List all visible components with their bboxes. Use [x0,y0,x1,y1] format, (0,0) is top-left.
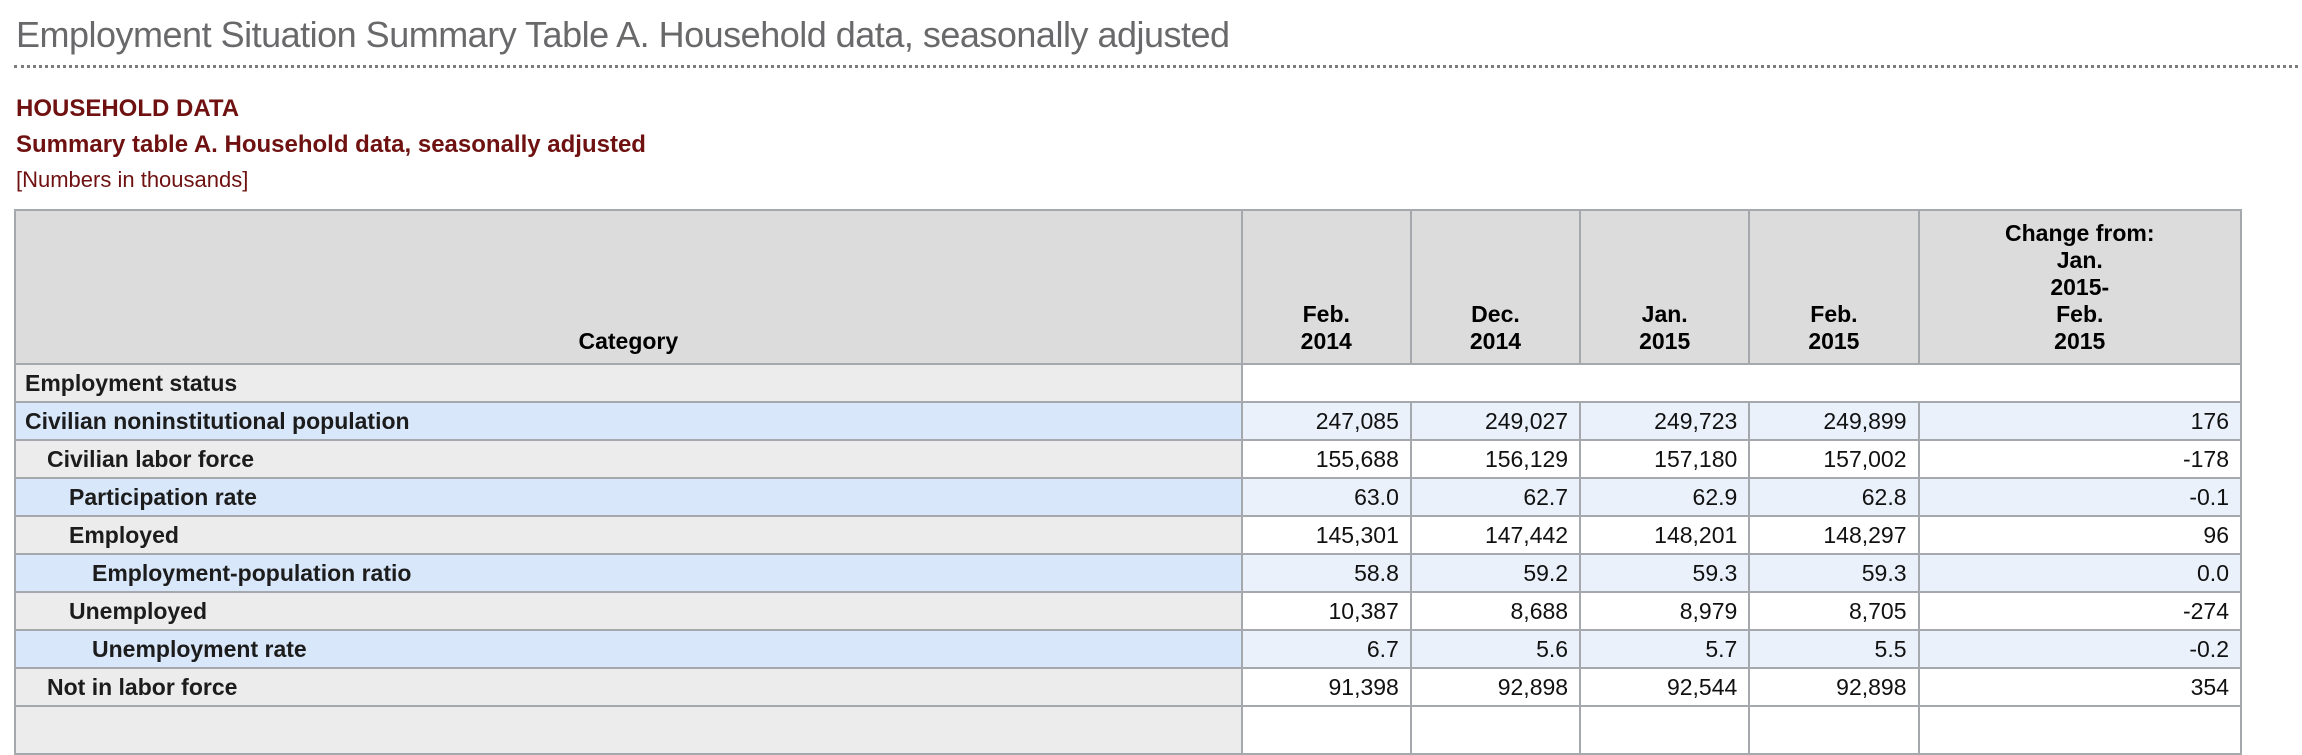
column-header-change: Change from: Jan. 2015- Feb. 2015 [1917,209,2243,365]
cell-value: 92,544 [1579,667,1751,707]
cell-value [1409,705,1582,755]
cell-value: -0.2 [1917,629,2243,669]
cell-value: 249,027 [1409,401,1582,441]
household-data-kicker: HOUSEHOLD DATA [16,95,240,122]
title-divider [14,65,2298,68]
cell-value: 8,979 [1579,591,1751,631]
table-row: Unemployed 10,387 8,688 8,979 8,705 -274 [14,591,2243,631]
row-label-cell: Employment-population ratio [14,553,1243,593]
cell-value: -178 [1917,439,2243,479]
cell-value: 249,723 [1579,401,1751,441]
cell-value: 148,297 [1748,515,1920,555]
cell-value: 145,301 [1240,515,1412,555]
row-label-cell [14,705,1243,755]
cell-value: -274 [1917,591,2243,631]
cell-value: 247,085 [1240,401,1412,441]
cell-value: 155,688 [1240,439,1412,479]
row-label-cell: Employment status [14,363,1243,403]
cell-value: 156,129 [1409,439,1582,479]
cell-value: 62.8 [1748,477,1920,517]
cell-value: 157,180 [1579,439,1751,479]
cell-value: 91,398 [1240,667,1412,707]
column-header-dec-2014: Dec. 2014 [1409,209,1582,365]
cell-value: 63.0 [1240,477,1412,517]
cell-value: 62.9 [1579,477,1751,517]
cell-value: 92,898 [1748,667,1920,707]
table-row: Not in labor force 91,398 92,898 92,544 92,8… [14,667,2243,707]
row-label-cell: Participation rate [14,477,1243,517]
cell-value: 5.7 [1579,629,1751,669]
household-summary-table: Category Feb. 2014 Dec. 2014 Jan. 2015 Feb. 2015… [14,209,2243,755]
page: Employment Situation Summary Table A. Ho… [14,14,2298,755]
cell-value: 10,387 [1240,591,1412,631]
cell-value: 6.7 [1240,629,1412,669]
row-label-cell: Civilian noninstitutional population [14,401,1243,441]
cell-value [1748,705,1920,755]
column-header-category: Category [14,209,1243,365]
cell-value: 58.8 [1240,553,1412,593]
cell-value: 8,705 [1748,591,1920,631]
table-row: Civilian noninstitutional population 247,… [14,401,2243,441]
numbers-in-thousands-note: [Numbers in thousands] [16,167,249,192]
table-body: Employment status Civilian noninstitution… [14,363,2243,755]
cell-value: 354 [1917,667,2243,707]
cell-value: 96 [1917,515,2243,555]
cell-value: 59.3 [1579,553,1751,593]
empty-section-cells [1240,363,2243,403]
page-title: Employment Situation Summary Table A. Ho… [16,14,1230,55]
cell-value: -0.1 [1917,477,2243,517]
cell-value: 148,201 [1579,515,1751,555]
cell-value [1240,705,1412,755]
cell-value: 8,688 [1409,591,1582,631]
column-header-feb-2014: Feb. 2014 [1240,209,1412,365]
cell-value: 62.7 [1409,477,1582,517]
table-subtitle: Summary table A. Household data, seasona… [16,131,646,158]
row-label-cell: Unemployed [14,591,1243,631]
row-label-cell: Unemployment rate [14,629,1243,669]
row-label-cell: Civilian labor force [14,439,1243,479]
row-label-cell: Not in labor force [14,667,1243,707]
table-row: Participation rate 63.0 62.7 62.9 62.8 -0.1 [14,477,2243,517]
cell-value: 176 [1917,401,2243,441]
table-row: Unemployment rate 6.7 5.6 5.7 5.5 -0.2 [14,629,2243,669]
cell-value: 5.6 [1409,629,1582,669]
cell-value: 249,899 [1748,401,1920,441]
cell-value: 157,002 [1748,439,1920,479]
table-row: Employed 145,301 147,442 148,201 148,297 96 [14,515,2243,555]
cell-value [1917,705,2243,755]
cell-value: 59.3 [1748,553,1920,593]
table-row [14,705,2243,755]
table-row: Civilian labor force 155,688 156,129 157,18… [14,439,2243,479]
cell-value: 92,898 [1409,667,1582,707]
cell-value: 0.0 [1917,553,2243,593]
cell-value: 147,442 [1409,515,1582,555]
table-header: Category Feb. 2014 Dec. 2014 Jan. 2015 Feb. 2015… [14,209,2243,365]
column-header-feb-2015: Feb. 2015 [1748,209,1920,365]
cell-value: 5.5 [1748,629,1920,669]
cell-value: 59.2 [1409,553,1582,593]
header-row: Category Feb. 2014 Dec. 2014 Jan. 2015 Feb. 2015… [14,209,2243,365]
column-header-jan-2015: Jan. 2015 [1579,209,1751,365]
table-row: Employment status [14,363,2243,403]
cell-value [1579,705,1751,755]
row-label-cell: Employed [14,515,1243,555]
table-row: Employment-population ratio 58.8 59.2 59.3 5… [14,553,2243,593]
